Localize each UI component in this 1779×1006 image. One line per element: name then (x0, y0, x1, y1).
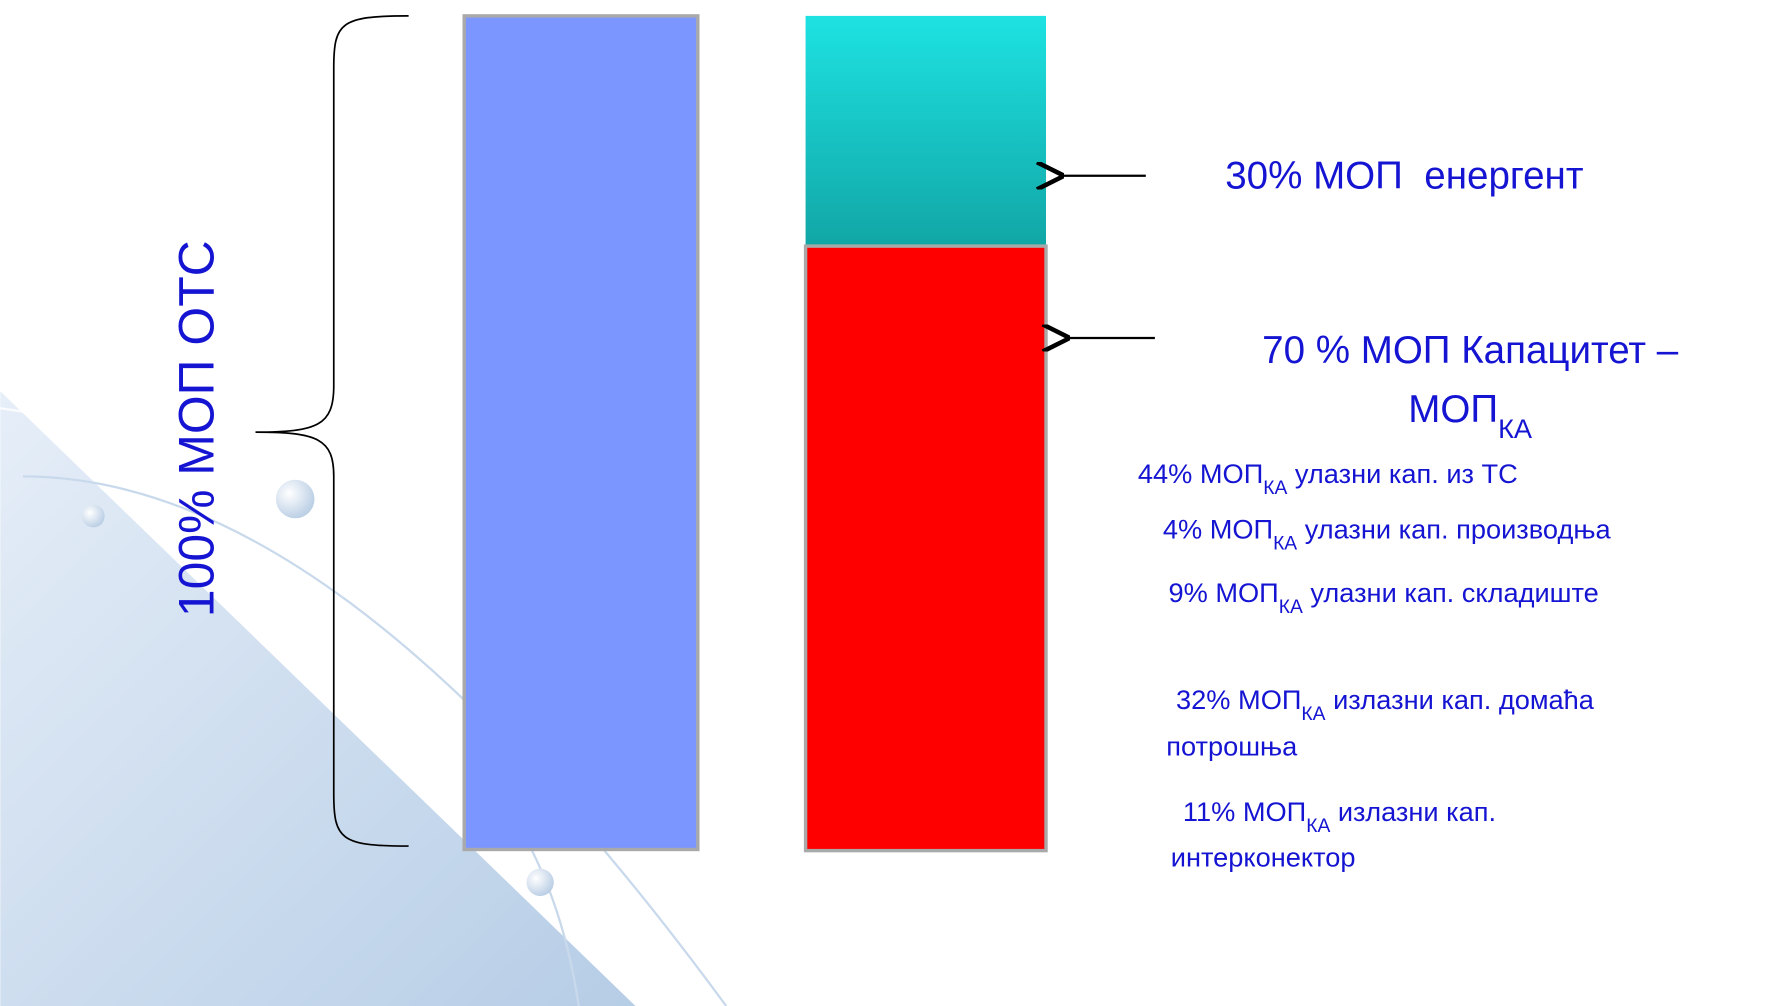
item-text: 11% МОПКА излазни кап. (1175, 796, 1496, 837)
total-bar (462, 14, 700, 852)
brace (255, 15, 409, 847)
capacity-label: 70 % МОП Капацитет – (1262, 329, 1679, 372)
item-text: 44% МОПКА улазни кап. из ТС (1138, 458, 1518, 499)
subscript: КА (1306, 816, 1330, 837)
text: 9% МОП (1169, 577, 1279, 608)
capacity-label: МОПКА (1408, 388, 1533, 444)
item-list: 44% МОПКА улазни кап. из ТС4% МОПКА улаз… (1138, 458, 1612, 872)
text: 32% МОП (1169, 684, 1302, 715)
energy-label: 30% МОП енергент (1225, 154, 1583, 197)
item-text: 4% МОПКА улазни кап. производња (1163, 514, 1612, 555)
text: улазни кап. складиште (1303, 577, 1599, 608)
item-text: 9% МОПКА улазни кап. складиште (1169, 577, 1599, 618)
subscript: КА (1498, 412, 1533, 443)
subscript: КА (1263, 478, 1287, 499)
subscript: КА (1301, 703, 1325, 724)
text: 11% МОП (1175, 796, 1306, 827)
subscript: КА (1279, 597, 1303, 618)
item-text: интерконектор (1171, 841, 1356, 872)
item-text: 32% МОПКА излазни кап. домаћа (1169, 684, 1595, 724)
text: 44% МОП (1138, 458, 1263, 489)
text: излазни кап. (1330, 796, 1496, 827)
subscript: КА (1273, 533, 1297, 554)
text: 4% МОП (1163, 514, 1273, 545)
text: улазни кап. производња (1297, 514, 1611, 545)
text: излазни кап. домаћа (1326, 684, 1595, 715)
text: МОП (1408, 388, 1498, 431)
item-text: потрошња (1166, 730, 1298, 761)
capacity-bar (803, 244, 1048, 853)
energy-bar (805, 15, 1047, 247)
total-label: 100% МОП ОТС (169, 240, 225, 617)
text: улазни кап. из ТС (1287, 458, 1517, 489)
